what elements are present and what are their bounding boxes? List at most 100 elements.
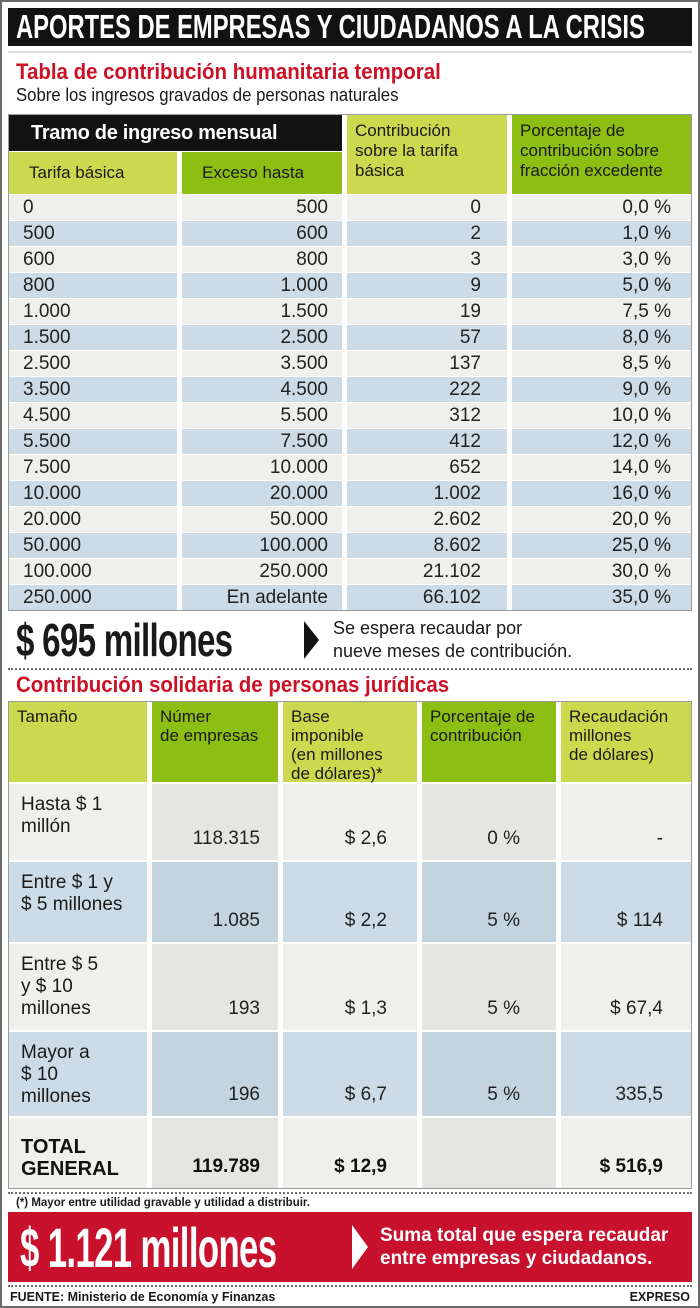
income-table-cell: 50.000 [182, 507, 342, 532]
income-table-cell: 412 [347, 429, 507, 454]
income-table-cell: 600 [9, 247, 177, 272]
solidarity-table-cell: $ 6,7 [283, 1032, 417, 1116]
income-table-cell: 20.000 [9, 507, 177, 532]
income-table-cell: 2.602 [347, 507, 507, 532]
solidarity-table-cell: Hasta $ 1 millón [9, 784, 147, 860]
solidarity-table-cell: 193 [152, 944, 278, 1030]
footer-source: FUENTE: Ministerio de Economía y Finanza… [10, 1290, 276, 1304]
income-table-cell: 8,0 % [512, 325, 691, 350]
income-table-cell: 16,0 % [512, 481, 691, 506]
section1-title: Tabla de contribución humanitaria tempor… [16, 59, 441, 84]
income-table-cell: 5,0 % [512, 273, 691, 298]
solidarity-table-cell: - [561, 784, 691, 860]
total-banner: $ 1.121 millones Suma total que espera r… [8, 1212, 692, 1282]
income-table-cell: 800 [182, 247, 342, 272]
solidarity-table-cell-total [422, 1118, 556, 1188]
income-table-cell: 600 [182, 221, 342, 246]
income-table-cell: 9,0 % [512, 377, 691, 402]
banner-caption: Suma total que espera recaudar entre emp… [380, 1225, 669, 1269]
income-table-cell: 25,0 % [512, 533, 691, 558]
income-table-cell: 250.000 [182, 559, 342, 584]
income-table-cell: 250.000 [9, 585, 177, 610]
income-table-cell: 12,0 % [512, 429, 691, 454]
income-table-cell: 222 [347, 377, 507, 402]
highlight-caption: Se espera recaudar por nueve meses de co… [333, 618, 573, 661]
solidarity-table-cell: $ 67,4 [561, 944, 691, 1030]
income-table-cell: 14,0 % [512, 455, 691, 480]
income-table-cell: 5.500 [182, 403, 342, 428]
banner-amount: $ 1.121 millones [20, 1215, 277, 1279]
income-table-cell: 7.500 [9, 455, 177, 480]
solidarity-table-cell: Entre $ 1 y $ 5 millones [9, 862, 147, 942]
footer-credit: EXPRESO [629, 1290, 690, 1304]
solidarity-table-cell-total: 119.789 [152, 1118, 278, 1188]
solidarity-table-cell: 5 % [422, 862, 556, 942]
solidarity-table-cell: 1.085 [152, 862, 278, 942]
income-table-cell: 0 [347, 195, 507, 220]
income-table-cell: 8.602 [347, 533, 507, 558]
income-table-cell: 3,0 % [512, 247, 691, 272]
income-table-cell: 35,0 % [512, 585, 691, 610]
income-col-header-exceso: Exceso hasta [182, 152, 342, 194]
solidarity-table: Tamaño Númer de empresas Base imponible … [8, 701, 692, 1189]
income-table-cell: 10.000 [9, 481, 177, 506]
income-table-cell: 652 [347, 455, 507, 480]
income-table-cell: 1.500 [182, 299, 342, 324]
footnote-divider [8, 1192, 692, 1194]
solidarity-table-cell: 0 % [422, 784, 556, 860]
income-table-cell: 2 [347, 221, 507, 246]
income-table-cell: 9 [347, 273, 507, 298]
income-table-cell: 4.500 [182, 377, 342, 402]
solidarity-col-header-recaudacion: Recaudación millones de dólares) [561, 702, 691, 782]
income-group-header: Tramo de ingreso mensual [9, 115, 342, 151]
income-table-cell: 20.000 [182, 481, 342, 506]
solidarity-table-cell: $ 2,2 [283, 862, 417, 942]
income-table-cell: 10.000 [182, 455, 342, 480]
solidarity-table-cell-total: $ 12,9 [283, 1118, 417, 1188]
income-table-cell: 8,5 % [512, 351, 691, 376]
income-table-grid: Tramo de ingreso mensual Contribución so… [9, 115, 691, 610]
income-table-cell: 1,0 % [512, 221, 691, 246]
income-table-cell: 3.500 [9, 377, 177, 402]
solidarity-col-header-porcentaje: Porcentaje de contribución [422, 702, 556, 782]
income-col-header-tarifa: Tarifa básica [9, 152, 177, 194]
income-table-cell: 20,0 % [512, 507, 691, 532]
income-table-cell: 100.000 [9, 559, 177, 584]
income-table-cell: 1.000 [9, 299, 177, 324]
income-table-cell: 100.000 [182, 533, 342, 558]
solidarity-table-cell: 118.315 [152, 784, 278, 860]
income-table-cell: 3 [347, 247, 507, 272]
section-divider [8, 668, 692, 670]
solidarity-table-cell: $ 2,6 [283, 784, 417, 860]
solidarity-table-cell-total: $ 516,9 [561, 1118, 691, 1188]
income-table-cell: 1.002 [347, 481, 507, 506]
income-table-cell: 500 [9, 221, 177, 246]
header-divider [8, 51, 692, 53]
solidarity-table-cell: 335,5 [561, 1032, 691, 1116]
income-col-header-contribucion: Contribución sobre la tarifa básica [347, 115, 507, 194]
highlight-amount-wrap: $ 695 millones [16, 613, 304, 667]
income-table-cell: 312 [347, 403, 507, 428]
solidarity-table-cell: 5 % [422, 944, 556, 1030]
solidarity-table-cell-total: TOTAL GENERAL [9, 1118, 147, 1188]
solidarity-table-cell: 196 [152, 1032, 278, 1116]
income-table-cell: 5.500 [9, 429, 177, 454]
income-table-cell: 2.500 [9, 351, 177, 376]
income-table-cell: 500 [182, 195, 342, 220]
solidarity-col-header-numero: Númer de empresas [152, 702, 278, 782]
collection-highlight: $ 695 millones Se espera recaudar por nu… [16, 613, 692, 667]
main-title: APORTES DE EMPRESAS Y CIUDADANOS A LA CR… [16, 8, 645, 45]
solidarity-table-cell: Entre $ 5 y $ 10 millones [9, 944, 147, 1030]
income-table-cell: 1.500 [9, 325, 177, 350]
income-table-cell: 19 [347, 299, 507, 324]
income-table-cell: 1.000 [182, 273, 342, 298]
solidarity-table-cell: 5 % [422, 1032, 556, 1116]
income-table: Tramo de ingreso mensual Contribución so… [8, 114, 692, 611]
section1-subtitle: Sobre los ingresos gravados de personas … [16, 85, 399, 105]
income-table-cell: 0,0 % [512, 195, 691, 220]
solidarity-col-header-base: Base imponible (en millones de dólares)* [283, 702, 417, 783]
income-table-cell: 0 [9, 195, 177, 220]
footer-divider [8, 1285, 692, 1287]
income-table-cell: En adelante [182, 585, 342, 610]
income-table-cell: 66.102 [347, 585, 507, 610]
